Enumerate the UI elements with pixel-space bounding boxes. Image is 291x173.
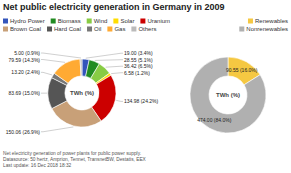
leader-line <box>41 127 73 132</box>
legend-swatch <box>140 19 145 24</box>
data-label: 90.55 (16.0%) <box>226 67 258 73</box>
leader-line <box>116 100 123 101</box>
data-label: 134.98 (24.2%) <box>124 98 159 104</box>
data-label: 19.00 (3.4%) <box>124 50 153 56</box>
legend-swatch <box>3 19 8 24</box>
legend-label: Biomass <box>58 18 81 24</box>
donut-slice <box>190 57 266 133</box>
footnote: Datasource: 50 hertz, Amprion, Tennet, T… <box>3 157 147 162</box>
leader-line <box>106 66 123 68</box>
data-label: 6.58 (1.2%) <box>124 70 150 76</box>
chart: Net public electricity generation in Ger… <box>0 0 291 173</box>
leader-line <box>41 93 47 94</box>
legend-swatch <box>87 27 92 32</box>
legend-label: Others <box>138 26 156 32</box>
center-text: TWh (%) <box>216 92 240 98</box>
legend: Renewables Nonrenewables <box>239 18 288 32</box>
donut-slice <box>54 59 81 83</box>
legend-label: Brown Coal <box>10 26 41 32</box>
legend-label: Wind <box>94 18 108 24</box>
legend-swatch <box>248 19 253 24</box>
data-label: 13.20 (2.4%) <box>11 69 40 75</box>
leader-line <box>41 72 52 75</box>
data-label: 5.00 (0.9%) <box>14 50 40 56</box>
data-label: 474.00 (84.0%) <box>197 117 232 123</box>
legend-swatch <box>113 19 118 24</box>
legend-label: Gas <box>114 26 125 32</box>
data-label: 83.69 (15.0%) <box>9 90 41 96</box>
legend-label: Renewables <box>255 18 288 24</box>
legend-swatch <box>51 19 56 24</box>
leader-line <box>95 59 123 61</box>
leader-line <box>41 53 81 58</box>
legend-swatch <box>107 27 112 32</box>
legend: Hydro Power Biomass Wind Solar Uranium Brown … <box>3 18 170 32</box>
data-label: 28.55 (5.1%) <box>124 57 153 63</box>
donut <box>48 59 116 127</box>
footnote: Net electricity generation of power plan… <box>3 151 141 156</box>
leader-line <box>86 53 123 58</box>
legend-label: Oil <box>94 26 101 32</box>
footnote: Last update: 16 Dec 2018 18:32 <box>3 163 72 168</box>
legend-label: Hydro Power <box>10 18 45 24</box>
legend-label: Solar <box>120 18 134 24</box>
data-label: 150.06 (26.9%) <box>6 129 41 135</box>
legend-label: Uranium <box>147 18 170 24</box>
leader-line <box>111 72 123 74</box>
donut-slice <box>80 59 82 76</box>
legend-swatch <box>131 27 136 32</box>
data-label: 79.59 (14.3%) <box>9 57 41 63</box>
legend-swatch <box>239 27 244 32</box>
legend-swatch <box>47 27 52 32</box>
legend-swatch <box>3 27 8 32</box>
title: Net public electricity generation in Ger… <box>3 2 225 12</box>
donut <box>190 57 266 133</box>
legend-swatch <box>87 19 92 24</box>
legend-label: Nonrenewables <box>246 26 288 32</box>
data-label: 36.42 (6.5%) <box>124 63 153 69</box>
legend-label: Hard Coal <box>54 26 81 32</box>
leader-line <box>41 60 65 63</box>
center-text: TWh (%) <box>70 90 94 96</box>
